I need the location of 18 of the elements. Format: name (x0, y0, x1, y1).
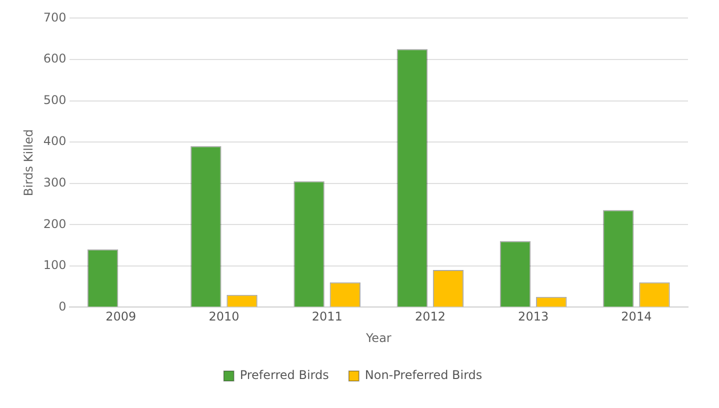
x-tick-label: 2014 (621, 310, 652, 324)
y-tick-label: 500 (43, 92, 66, 107)
legend-label: Preferred Birds (240, 368, 329, 382)
y-tick-label: 400 (43, 134, 66, 148)
x-tick-label: 2009 (106, 310, 136, 324)
x-tick-label: 2012 (414, 310, 446, 324)
y-tick-label: 600 (43, 52, 66, 66)
x-tick-label: 2013 (518, 310, 549, 324)
y-axis-title: Birds Killed (21, 129, 36, 196)
x-tick-label: 2010 (208, 310, 240, 324)
y-tick-label: 100 (43, 258, 66, 272)
x-tick-label: 2011 (312, 310, 342, 324)
x-axis-title: Year (364, 330, 392, 345)
y-tick-label: 300 (43, 175, 66, 190)
y-tick-label: 0 (58, 299, 66, 314)
legend-label: Non-Preferred Birds (364, 368, 482, 382)
y-tick-label: 700 (43, 10, 66, 24)
y-tick-label: 200 (43, 216, 66, 231)
